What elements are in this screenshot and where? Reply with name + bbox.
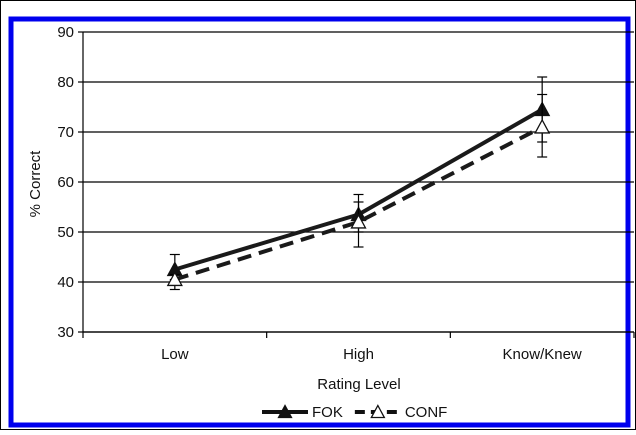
legend-marker-conf xyxy=(370,404,386,419)
legend-item-conf: CONF xyxy=(354,404,448,421)
y-axis-title: % Correct xyxy=(27,150,44,218)
legend: FOK CONF xyxy=(262,404,447,421)
legend-label-conf: CONF xyxy=(405,404,448,421)
legend-label-fok: FOK xyxy=(312,404,343,421)
y-tick-label-60: 60 xyxy=(57,174,74,191)
marker-conf-2 xyxy=(534,118,551,134)
x-tick-label-0: Low xyxy=(161,346,189,363)
y-tick-label-30: 30 xyxy=(57,324,74,341)
blue-frame xyxy=(8,16,631,428)
series-conf xyxy=(166,93,551,291)
x-axis-title: Rating Level xyxy=(317,376,400,393)
legend-item-fok: FOK xyxy=(262,404,343,421)
marker-conf-1 xyxy=(350,213,367,229)
series-line-conf xyxy=(174,125,544,282)
marker-conf-0 xyxy=(166,271,183,287)
axes: 30 40 50 60 70 80 90 Low High Know/Knew xyxy=(57,24,635,363)
y-tick-label-80: 80 xyxy=(57,74,74,91)
y-tick-label-50: 50 xyxy=(57,224,74,241)
series xyxy=(166,76,551,291)
x-tick-label-1: High xyxy=(343,346,374,363)
y-tick-label-90: 90 xyxy=(57,24,74,41)
y-tick-label-40: 40 xyxy=(57,274,74,291)
y-tick-label-70: 70 xyxy=(57,124,74,141)
x-tick-label-2: Know/Knew xyxy=(503,346,582,363)
legend-marker-fok xyxy=(277,404,293,419)
